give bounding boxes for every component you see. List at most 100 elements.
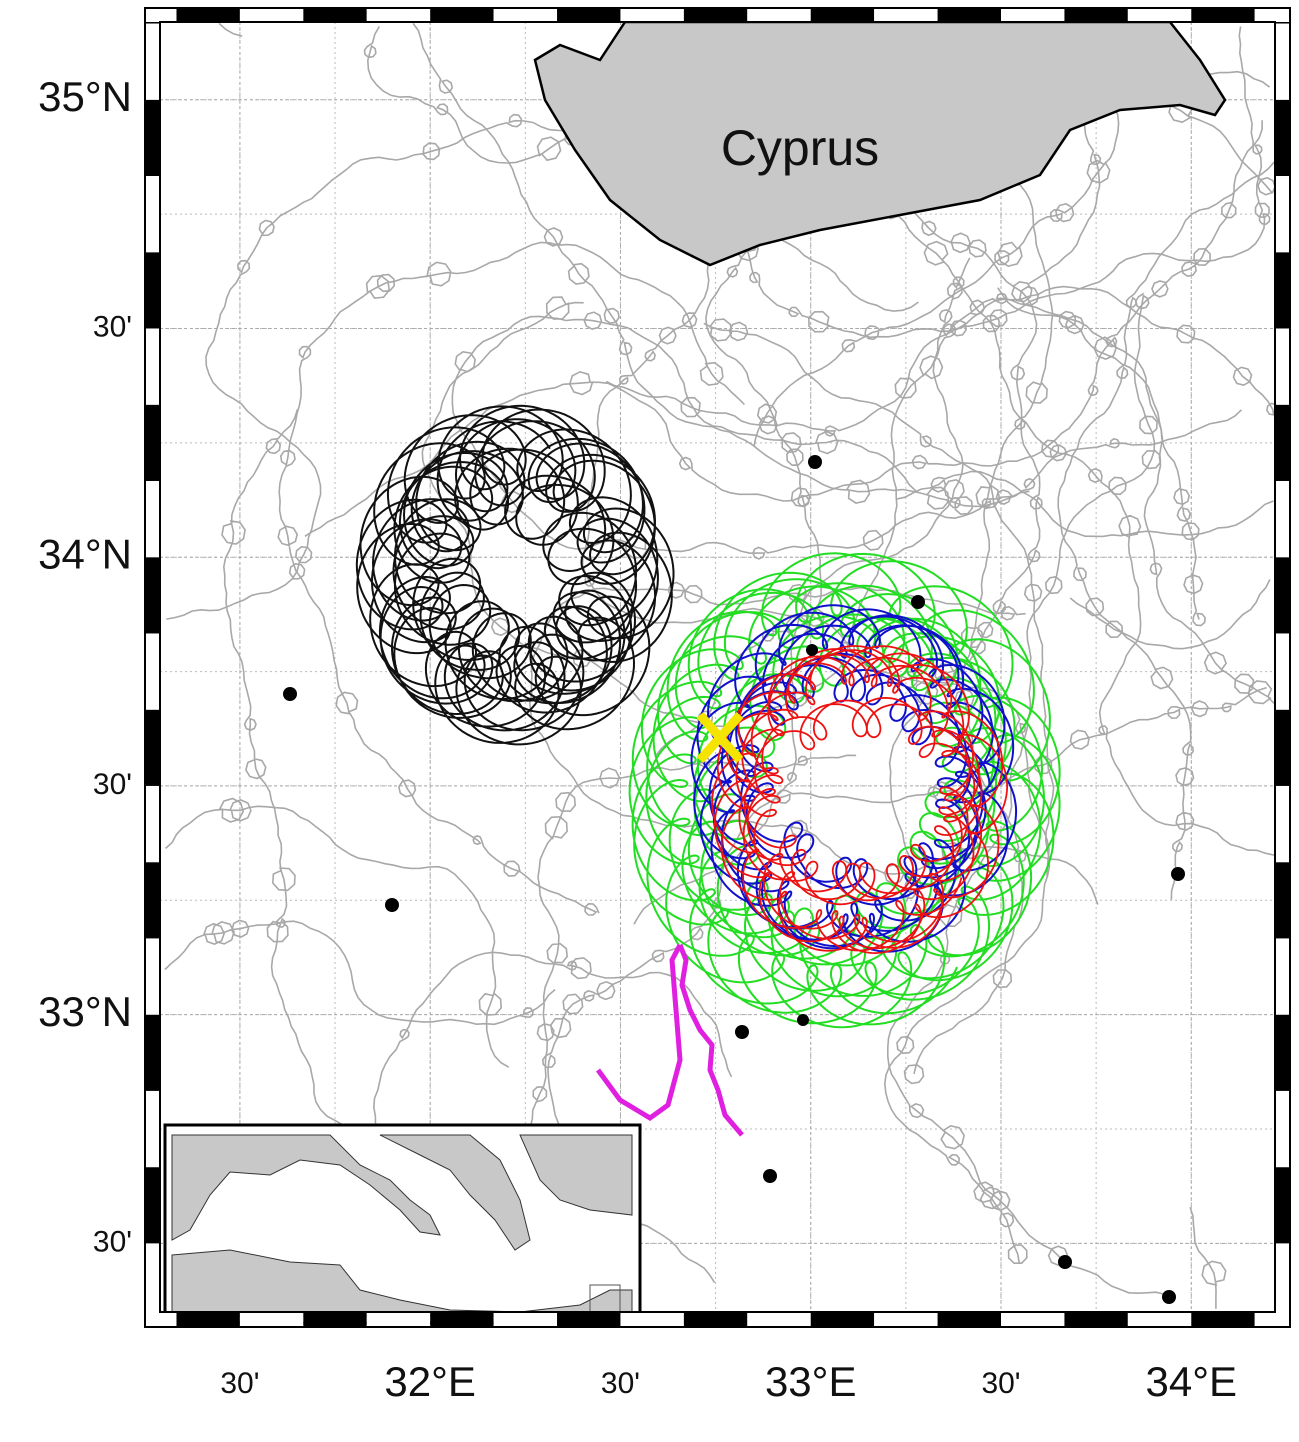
- drifter-track: [997, 287, 1275, 705]
- frame-stripe: [810, 1313, 875, 1326]
- frame-stripe: [1276, 557, 1289, 634]
- frame-stripe: [557, 9, 621, 21]
- frame-stripe: [146, 633, 159, 710]
- drifter-start: [283, 687, 297, 701]
- frame-stripe: [430, 9, 494, 21]
- eddy-track: [711, 645, 1008, 955]
- frame-stripe: [1276, 1090, 1289, 1168]
- frame-stripe: [146, 1014, 159, 1091]
- drifter-track: [165, 797, 510, 1068]
- y-tick-label: 33°N: [38, 988, 132, 1035]
- frame-stripe: [1276, 23, 1289, 100]
- frame-stripe: [146, 22, 159, 24]
- drifter-track: [633, 292, 1206, 925]
- frame-stripe: [146, 1167, 159, 1244]
- trajectories: [164, 21, 1280, 1312]
- frame-stripe: [1127, 9, 1192, 21]
- frame-stripe: [160, 1313, 177, 1326]
- frame-stripe: [620, 1313, 684, 1326]
- inset-map: [163, 1123, 642, 1325]
- drifter-track: [896, 470, 1274, 538]
- x-tick-label: 32°E: [384, 1358, 476, 1405]
- drifter-track: [753, 27, 1120, 447]
- frame-stripe: [874, 9, 938, 21]
- drifter-starts: [283, 455, 1185, 1304]
- frame-stripe: [366, 9, 431, 21]
- frame-stripe: [1276, 99, 1289, 177]
- frame-stripe: [1276, 633, 1289, 710]
- drifter-track: [703, 318, 1055, 1264]
- drifter-track: [1189, 1207, 1227, 1309]
- x-tick-label: 30': [601, 1367, 640, 1400]
- frame-stripe: [146, 176, 159, 253]
- frame-stripe: [493, 1313, 558, 1326]
- frame-stripe: [747, 1313, 811, 1326]
- frame-stripe: [176, 1313, 240, 1326]
- frame-stripe: [1276, 328, 1289, 405]
- grid: [160, 22, 1275, 1312]
- frame-stripe: [146, 785, 159, 863]
- y-tick-label: 35°N: [38, 73, 132, 120]
- frame-stripe: [1001, 1313, 1065, 1326]
- drifter-start: [1162, 1290, 1176, 1304]
- frame-stripe: [176, 9, 240, 21]
- inset-land: [379, 1134, 531, 1251]
- frame-stripe: [1276, 862, 1289, 939]
- frame-stripe: [1064, 1313, 1128, 1326]
- frame-stripe: [683, 1313, 748, 1326]
- frame-stripe: [620, 9, 684, 21]
- drifter-track: [277, 241, 745, 916]
- frame-stripe: [1276, 709, 1289, 786]
- frame-outline: [144, 7, 1291, 1328]
- frame-stripe: [146, 1243, 159, 1312]
- frame-stripe: [366, 1313, 431, 1326]
- x-tick-label: 33°E: [765, 1358, 857, 1405]
- frame-stripe: [1276, 252, 1289, 329]
- x-tick-label: 30': [981, 1367, 1020, 1400]
- drifter-track: [421, 257, 971, 728]
- frame-stripe: [146, 709, 159, 786]
- frame-stripe: [1276, 480, 1289, 558]
- frame-stripe: [1276, 1014, 1289, 1091]
- frame-stripe: [239, 1313, 304, 1326]
- inset-land: [171, 1134, 441, 1241]
- frame-stripe: [874, 1313, 938, 1326]
- drifter-start: [806, 644, 818, 656]
- frame-stripe: [1254, 9, 1275, 21]
- frame-stripe: [810, 9, 875, 21]
- frame-outline: [159, 21, 1276, 1313]
- frame-stripe: [683, 9, 748, 21]
- frame-stripe: [1276, 176, 1289, 253]
- frame-stripe: [1276, 1167, 1289, 1244]
- frame-stripe: [239, 9, 304, 21]
- magenta-track: [595, 943, 683, 1121]
- drifter-track: [1069, 579, 1271, 650]
- frame-stripe: [1276, 785, 1289, 863]
- drifter-track: [164, 919, 556, 1026]
- frame-stripe: [1191, 1313, 1255, 1326]
- release-marker: [696, 712, 744, 763]
- drifter-start: [735, 1025, 749, 1039]
- frame-stripe: [937, 9, 1002, 21]
- frame-stripe: [493, 9, 558, 21]
- y-tick-label: 30': [93, 768, 132, 801]
- drifter-start: [385, 898, 399, 912]
- frame-stripe: [146, 404, 159, 481]
- frame-stripe: [160, 9, 177, 21]
- frame-stripe: [1276, 1243, 1289, 1312]
- frame-stripe: [146, 557, 159, 634]
- drifter-track: [887, 292, 1174, 1295]
- drifter-start: [1058, 1255, 1072, 1269]
- frame-stripe: [557, 1313, 621, 1326]
- tick-labels: 30' 32°E 30' 33°E 30' 34°E 35°N 30' 34°N 30' 33°N 3…: [38, 73, 1237, 1405]
- frame-stripe: [303, 9, 367, 21]
- y-tick-label: 30': [93, 1225, 132, 1258]
- drifter-track: [737, 173, 1280, 419]
- frame-stripe: [747, 9, 811, 21]
- drifter-track: [218, 22, 243, 37]
- eddy-track: [355, 404, 675, 746]
- frame-stripe: [146, 328, 159, 405]
- frame-stripe: [1191, 9, 1255, 21]
- frame-stripe: [430, 1313, 494, 1326]
